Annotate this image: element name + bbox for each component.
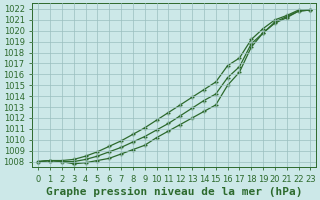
X-axis label: Graphe pression niveau de la mer (hPa): Graphe pression niveau de la mer (hPa) [46,186,302,197]
